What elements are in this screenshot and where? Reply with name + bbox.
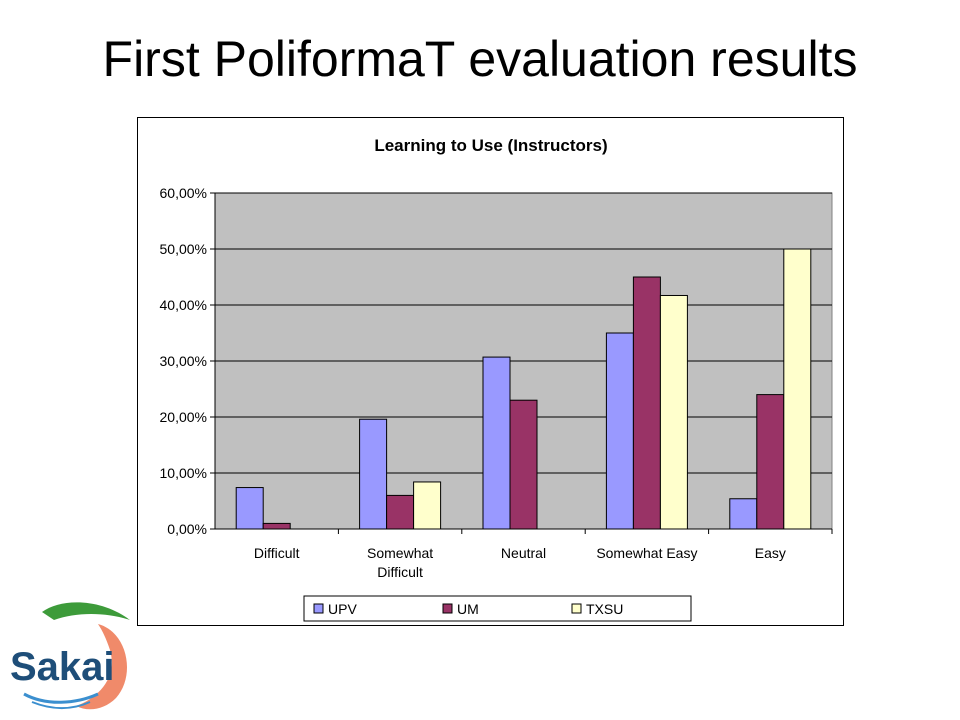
legend-label-txsu: TXSU xyxy=(586,601,623,617)
x-category-label: Neutral xyxy=(501,545,546,561)
sakai-logo: Sakai xyxy=(10,602,130,710)
logo-leaf xyxy=(42,602,130,620)
legend-label-upv: UPV xyxy=(328,601,357,617)
y-tick-label: 20,00% xyxy=(160,409,207,425)
chart-frame: Learning to Use (Instructors) 0,00% 10,00%… xyxy=(137,117,844,626)
logo-peach-ring xyxy=(76,624,128,710)
y-tick-label: 10,00% xyxy=(160,465,207,481)
bar-txsu xyxy=(659,294,688,530)
x-category-label: Difficult xyxy=(254,545,300,561)
bar-upv xyxy=(235,487,264,530)
bar-chart: Learning to Use (Instructors) 0,00% 10,00%… xyxy=(160,136,833,622)
logo-text: Sakai xyxy=(10,645,115,689)
legend-swatch-upv xyxy=(313,603,324,614)
bar-um xyxy=(386,494,415,530)
bar-um xyxy=(262,522,291,530)
bar-um xyxy=(632,276,661,530)
y-tick-label: 30,00% xyxy=(160,353,207,369)
x-category-label: Somewhat Easy xyxy=(596,545,697,561)
y-tick-label: 60,00% xyxy=(160,185,207,201)
y-tick-label: 50,00% xyxy=(160,241,207,257)
x-category-label: Difficult xyxy=(377,564,423,580)
x-category-label: Easy xyxy=(755,545,786,561)
x-category-label: Somewhat xyxy=(367,545,433,561)
bar-txsu xyxy=(413,481,442,530)
bar-txsu xyxy=(783,248,812,530)
bar-upv xyxy=(729,498,758,530)
bar-um xyxy=(509,399,538,530)
legend xyxy=(303,595,692,622)
y-tick-label: 0,00% xyxy=(167,521,207,537)
slide-title: First PoliformaT evaluation results xyxy=(102,31,858,87)
bar-um xyxy=(756,394,785,530)
logo-water-ripple xyxy=(23,692,99,704)
bar-upv xyxy=(605,332,634,530)
legend-label-um: UM xyxy=(457,601,479,617)
legend-swatch-um xyxy=(442,603,453,614)
legend-swatch-txsu xyxy=(571,603,582,614)
bar-upv xyxy=(359,418,388,530)
y-tick-label: 40,00% xyxy=(160,297,207,313)
logo-water-ripple xyxy=(31,701,91,709)
chart-title: Learning to Use (Instructors) xyxy=(374,136,607,155)
bar-upv xyxy=(482,356,511,530)
